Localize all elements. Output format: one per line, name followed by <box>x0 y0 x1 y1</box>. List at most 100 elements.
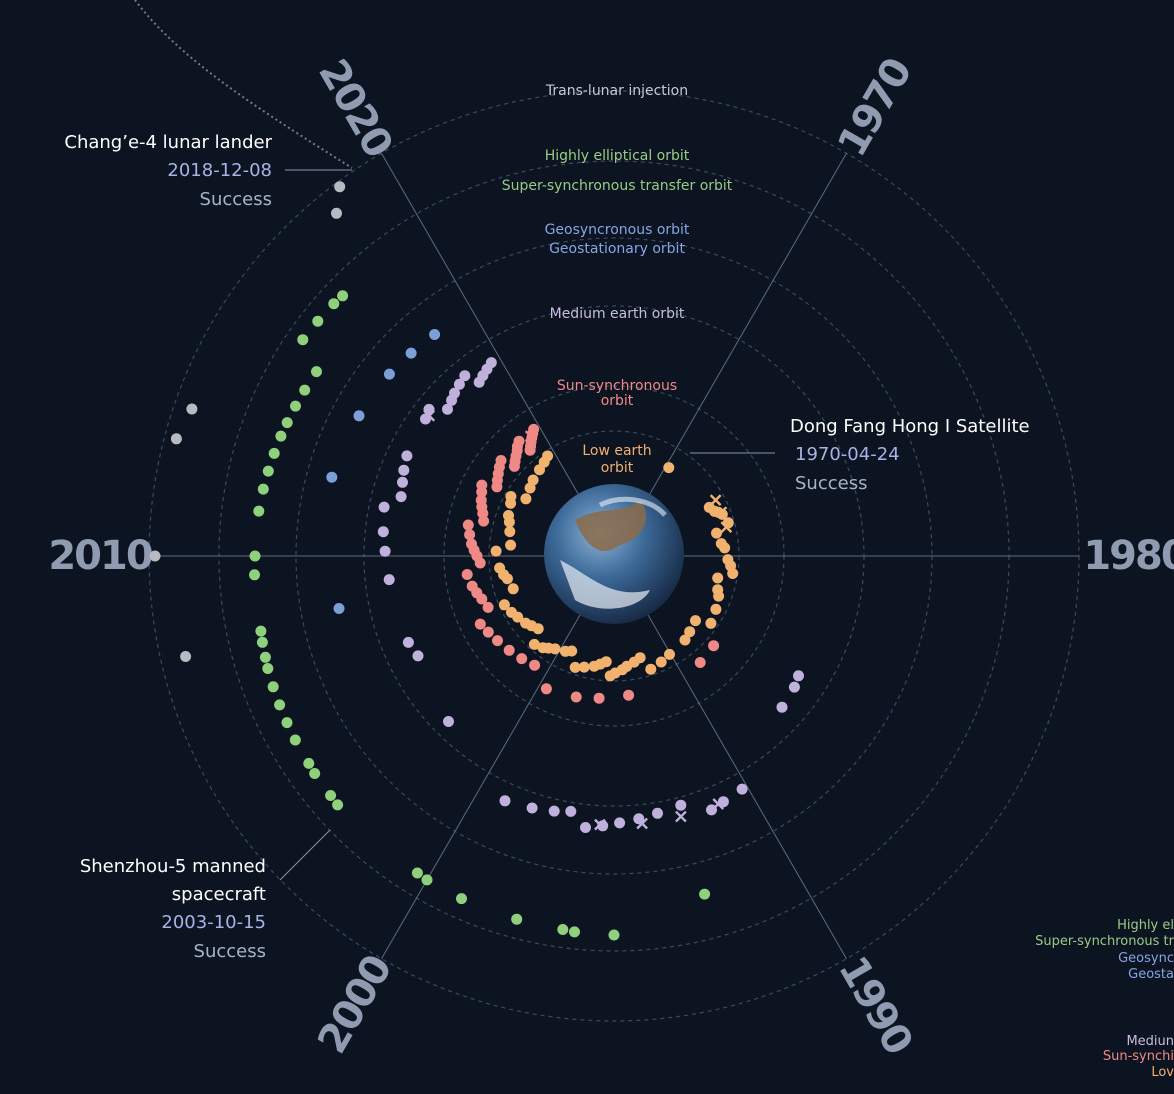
launch-point <box>645 663 657 675</box>
launch-annotations: Chang’e-4 lunar lander 2018-12-08 Success D… <box>64 132 1029 962</box>
year-spoke <box>613 153 847 557</box>
year-label: 2020 <box>309 52 401 165</box>
failed-launch-mark <box>712 798 725 810</box>
launch-point <box>377 526 389 538</box>
launch-point <box>267 681 279 693</box>
annotation-date: 2018-12-08 <box>167 160 272 181</box>
launch-point <box>623 689 635 701</box>
side-legend-item: Lov <box>1151 1065 1174 1080</box>
launch-point <box>490 545 502 557</box>
failed-launch-mark <box>675 810 687 823</box>
launch-point <box>311 366 322 378</box>
launch-point <box>593 692 605 704</box>
orbit-ring-label: orbit <box>601 460 634 476</box>
launch-point <box>614 817 626 829</box>
launch-point <box>557 924 569 935</box>
year-label: 2000 <box>309 949 401 1062</box>
launch-point <box>505 539 517 551</box>
launch-point <box>405 347 417 359</box>
launch-point <box>663 462 675 474</box>
launch-point <box>719 542 731 554</box>
orbit-ring-label: Medium earth orbit <box>550 306 685 322</box>
launch-point <box>664 648 675 660</box>
launch-point <box>708 640 720 652</box>
launch-point <box>504 526 516 538</box>
annotation-title: Chang’e-4 lunar lander <box>64 132 272 153</box>
year-label: 1970 <box>829 52 921 165</box>
launch-point <box>690 615 701 627</box>
earth-globe-icon <box>544 484 684 624</box>
launch-point <box>180 651 192 662</box>
annotation-status: Success <box>795 473 867 494</box>
side-legend-item: Mediun <box>1126 1034 1174 1049</box>
launch-point <box>402 636 414 648</box>
launch-point <box>449 387 460 399</box>
side-legend-item: Geosync <box>1118 951 1174 966</box>
launch-point <box>333 603 345 614</box>
launch-point <box>411 867 423 879</box>
launch-point <box>499 795 511 807</box>
launch-point <box>736 783 748 795</box>
launch-point <box>655 656 667 668</box>
launch-point <box>713 590 725 602</box>
launch-point <box>331 207 342 219</box>
launch-point <box>281 417 293 429</box>
launch-point <box>442 403 453 415</box>
lunar-trajectory-line <box>134 0 353 169</box>
launch-point <box>257 483 269 495</box>
launch-point <box>679 634 691 646</box>
launch-point <box>559 645 571 657</box>
launch-point <box>712 572 724 584</box>
year-spoke <box>381 555 615 959</box>
launch-point <box>383 368 395 380</box>
launch-point <box>526 802 538 814</box>
launch-point <box>255 625 267 637</box>
launch-point <box>498 599 510 611</box>
failed-launch-mark <box>423 409 436 422</box>
launch-point <box>705 617 717 629</box>
launch-point <box>507 583 519 595</box>
launch-point <box>537 642 549 654</box>
orbit-ring-labels: Low earthorbitSun-synchronousorbitMedium… <box>502 83 733 476</box>
launch-point <box>727 568 739 579</box>
year-spoke <box>613 555 847 959</box>
launch-point <box>397 476 408 488</box>
launch-point <box>443 716 454 727</box>
launch-point <box>466 580 478 592</box>
orbit-ring-label: orbit <box>601 393 634 409</box>
launch-point <box>149 550 161 562</box>
launch-point <box>325 790 337 801</box>
launch-point <box>776 701 788 713</box>
launch-point <box>506 606 517 618</box>
launch-point <box>569 661 581 673</box>
failed-launch-mark <box>594 818 606 831</box>
launch-point <box>309 768 321 779</box>
launch-point <box>511 913 523 925</box>
launch-point <box>588 660 600 672</box>
launch-point <box>520 617 532 629</box>
launch-point <box>398 464 410 476</box>
launch-point <box>475 494 487 506</box>
launch-point <box>262 663 274 674</box>
launch-point <box>675 799 687 811</box>
launch-point <box>274 699 286 711</box>
launch-point <box>520 493 532 505</box>
launch-point <box>788 681 800 693</box>
launch-point <box>710 603 722 615</box>
launch-point <box>290 400 301 412</box>
launch-point <box>334 181 346 193</box>
launch-point <box>793 670 804 682</box>
failed-launch-mark <box>636 817 648 830</box>
side-legend-item: Sun-synchi <box>1103 1049 1174 1064</box>
annotation-date: 2003-10-15 <box>161 912 266 933</box>
launch-point <box>395 491 407 503</box>
launch-point <box>503 510 514 521</box>
annotation-title: spacecraft <box>172 884 266 905</box>
launch-point <box>503 644 515 656</box>
launch-point <box>699 888 711 900</box>
launch-point <box>297 334 309 346</box>
annotation-status: Success <box>194 941 266 962</box>
failed-launch-mark <box>720 521 733 534</box>
